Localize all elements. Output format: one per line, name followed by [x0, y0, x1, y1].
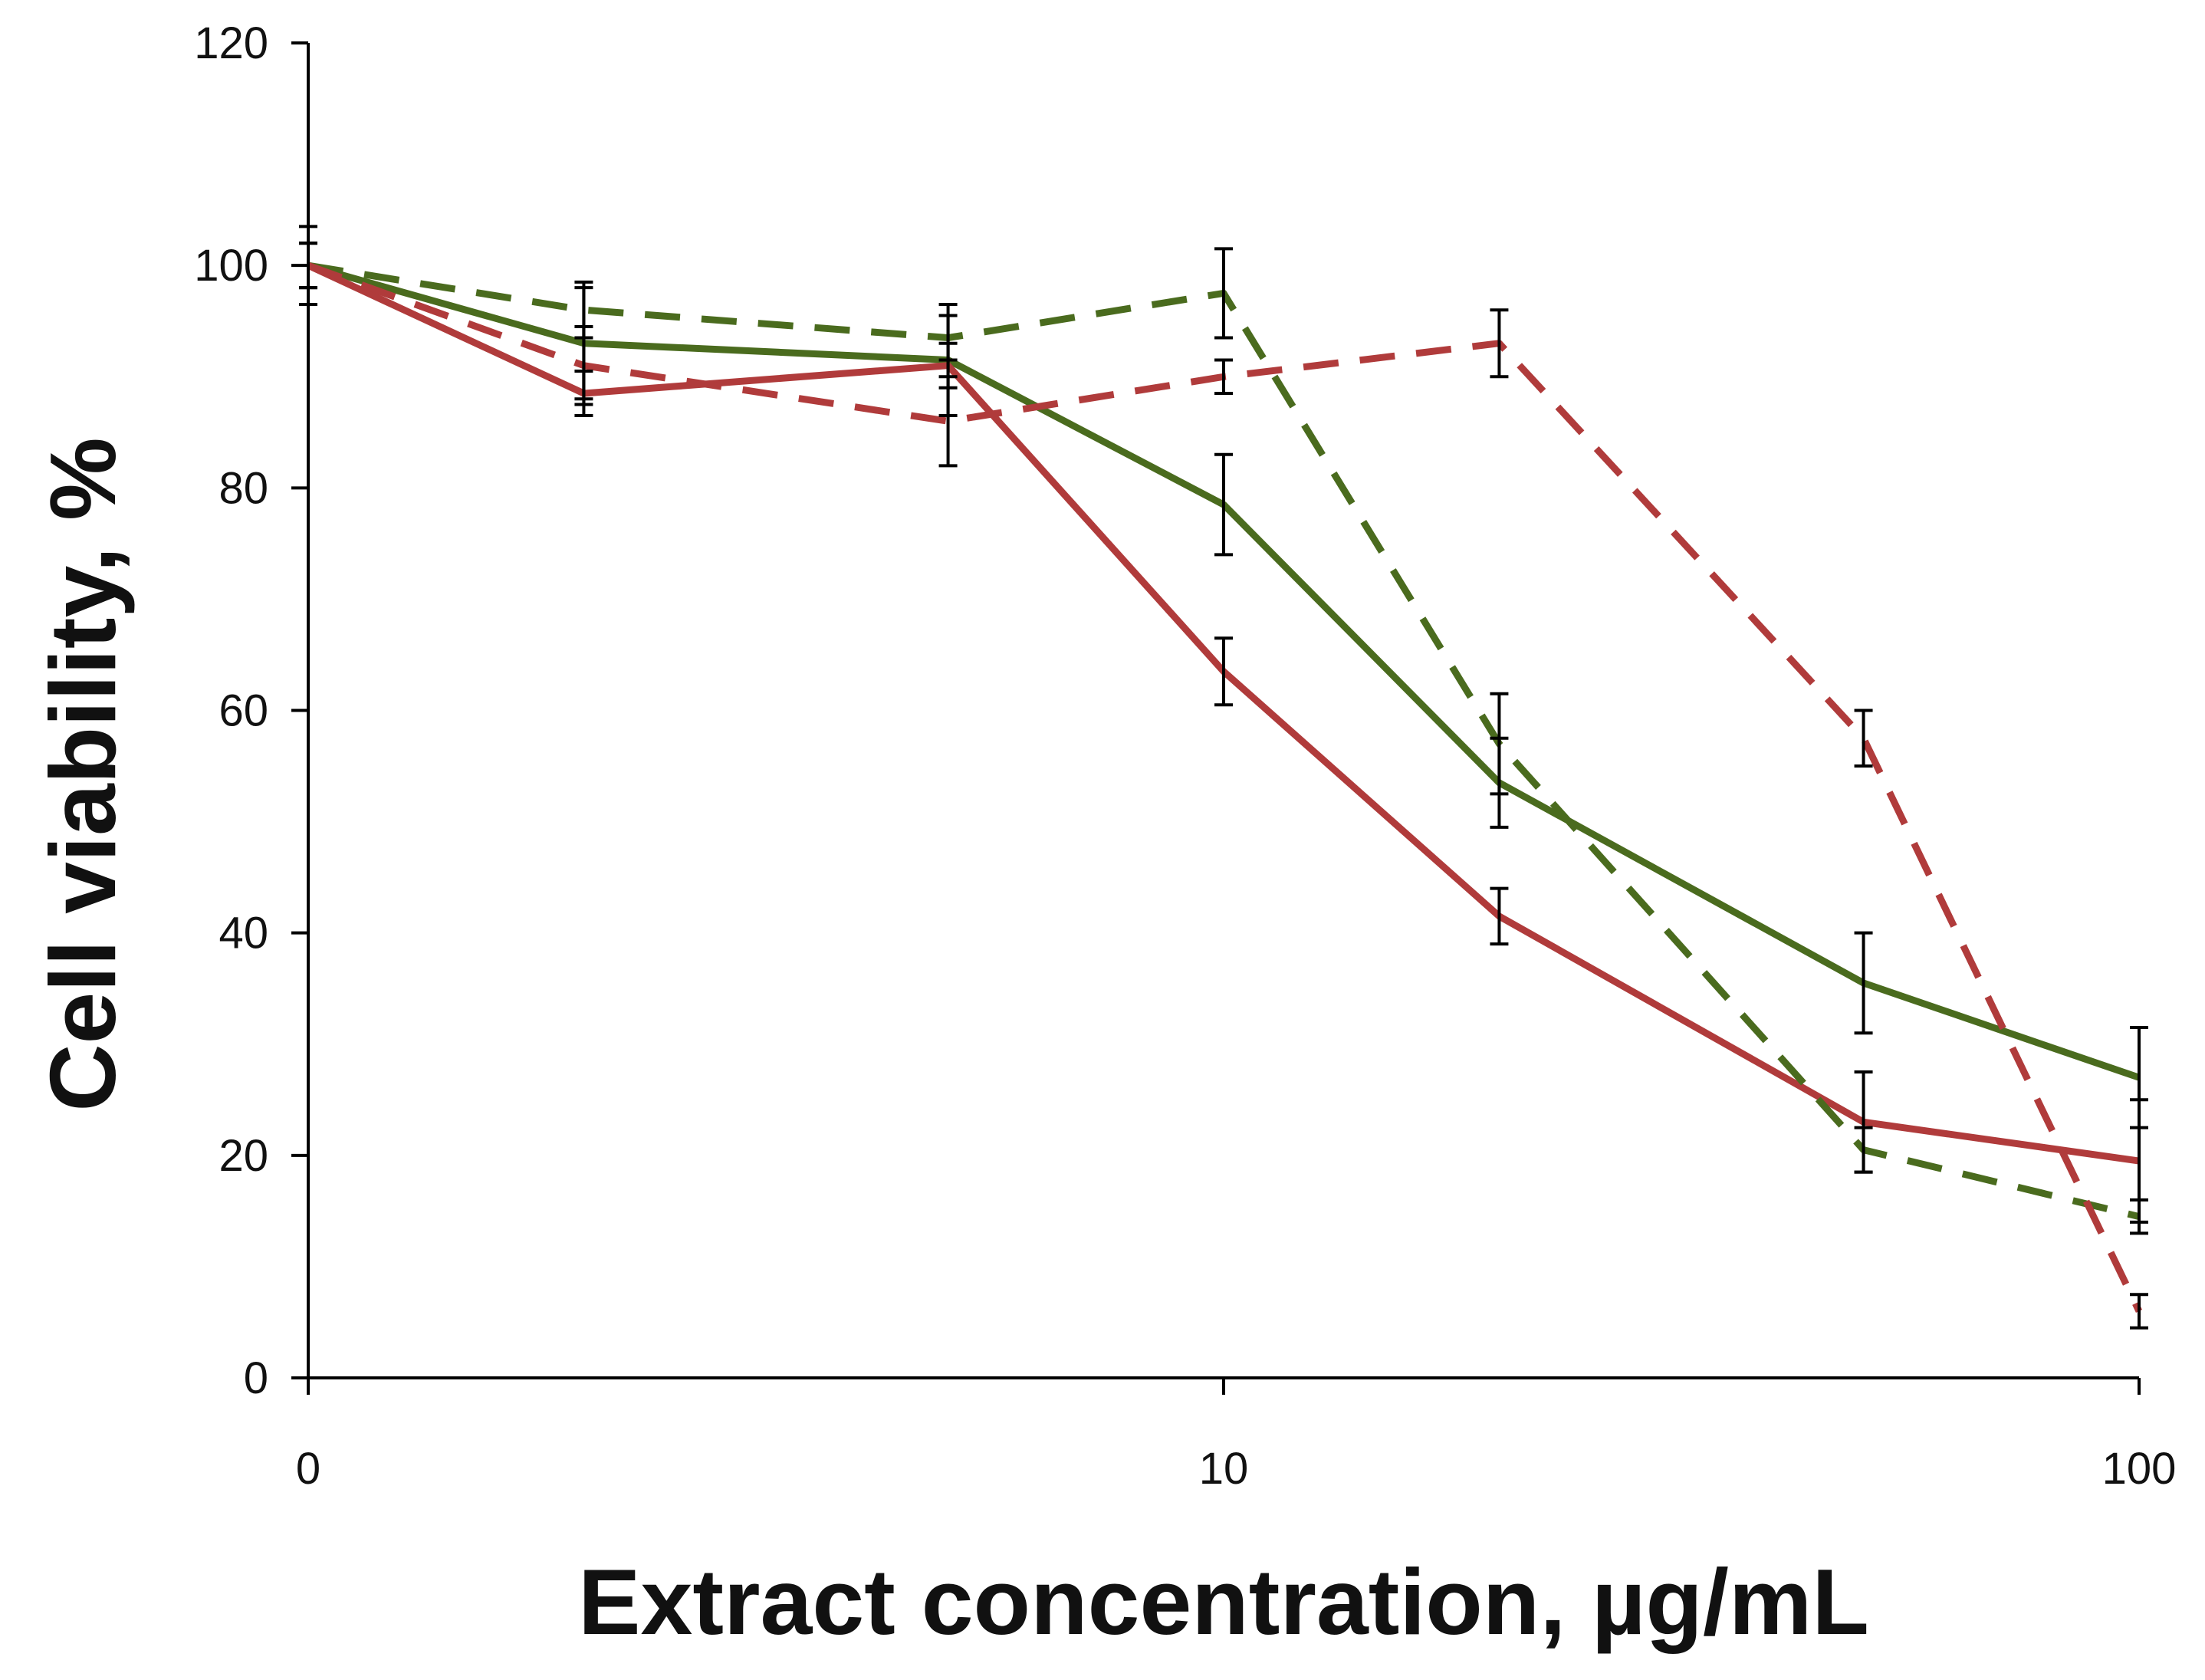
error-bar: [1214, 358, 1233, 396]
x-tick-label: 100: [2102, 1444, 2177, 1494]
error-bar: [2130, 1198, 2148, 1235]
error-bar: [1214, 247, 1233, 340]
error-bar: [299, 242, 317, 290]
error-bar: [2130, 1293, 2148, 1330]
y-tick-label: 120: [194, 18, 268, 68]
x-axis-title: Extract concentration, µg/mL: [578, 1550, 1869, 1654]
error-bar: [1854, 931, 1873, 1035]
error-bar: [938, 314, 958, 362]
error-bar: [1490, 308, 1509, 379]
error-bar: [1490, 886, 1509, 946]
error-bar: [1854, 708, 1873, 768]
error-bar: [1214, 452, 1233, 557]
y-axis-title: Cell viability, %: [31, 437, 135, 1111]
y-tick-label: 60: [219, 686, 268, 736]
error-bar: [1490, 692, 1509, 796]
error-bar: [574, 324, 593, 406]
error-bar: [938, 375, 958, 468]
y-tick-label: 80: [219, 463, 268, 513]
y-tick-label: 20: [219, 1131, 268, 1181]
x-tick-label: 0: [296, 1444, 320, 1494]
x-tick-label: 10: [1199, 1444, 1249, 1494]
y-tick-label: 40: [219, 909, 268, 958]
error-bar: [1854, 1126, 1873, 1174]
error-bar: [1214, 636, 1233, 707]
ticks-layer: 0 20 40 60 80 100 120 0 10 100: [194, 18, 2176, 1494]
y-tick-label: 100: [194, 241, 268, 291]
y-tick-label: 0: [244, 1353, 268, 1403]
errorbar-layer: [299, 225, 2148, 1330]
